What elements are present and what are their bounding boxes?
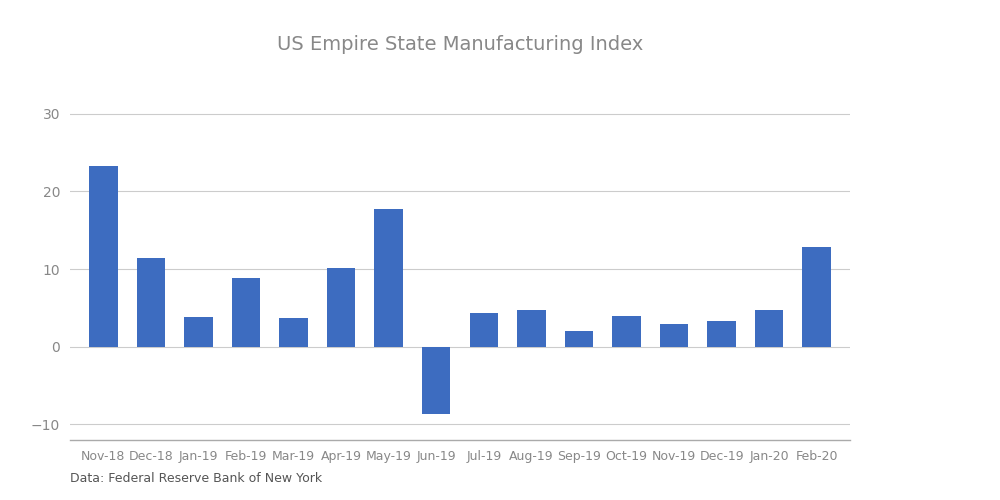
Text: FxPro: FxPro [853,58,971,92]
Bar [327,268,355,347]
Bar [422,347,450,414]
Bar [565,332,593,347]
Bar [755,310,783,347]
Text: Trade Like a Pro: Trade Like a Pro [857,125,967,139]
Bar [802,246,831,347]
Bar [374,208,403,347]
Bar [517,310,546,347]
Bar [89,166,118,347]
Bar [279,318,308,347]
Bar [137,258,165,347]
Bar [232,278,260,347]
Bar [707,321,736,347]
Bar [612,316,641,347]
Bar [470,314,498,347]
Text: Data: Federal Reserve Bank of New York: Data: Federal Reserve Bank of New York [70,472,322,485]
Text: US Empire State Manufacturing Index: US Empire State Manufacturing Index [277,36,643,54]
Bar [660,324,688,347]
Bar [184,316,213,347]
